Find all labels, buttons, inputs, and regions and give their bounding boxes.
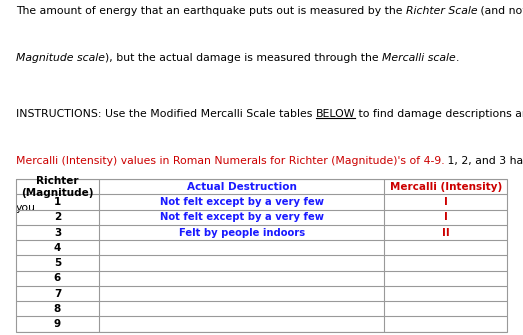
Text: 4: 4 xyxy=(54,243,61,253)
Text: 8: 8 xyxy=(54,304,61,314)
Text: Richter Scale: Richter Scale xyxy=(406,6,477,16)
Text: Actual Destruction: Actual Destruction xyxy=(187,182,297,192)
Text: Mercalli scale: Mercalli scale xyxy=(382,53,456,63)
Text: Not felt except by a very few: Not felt except by a very few xyxy=(160,212,324,222)
Text: Magnitude scale: Magnitude scale xyxy=(16,53,105,63)
Text: I: I xyxy=(444,212,448,222)
Text: 2: 2 xyxy=(54,212,61,222)
Text: BELOW: BELOW xyxy=(315,109,355,119)
Text: Mercalli (Intensity) values in Roman Numerals for Richter (Magnitude)'s of 4-9.: Mercalli (Intensity) values in Roman Num… xyxy=(16,156,445,166)
Text: 6: 6 xyxy=(54,273,61,283)
Text: The amount of energy that an earthquake puts out is measured by the: The amount of energy that an earthquake … xyxy=(16,6,406,16)
Text: ), but the actual damage is measured through the: ), but the actual damage is measured thr… xyxy=(105,53,382,63)
Text: 3: 3 xyxy=(54,227,61,238)
Text: I: I xyxy=(444,197,448,207)
Text: INSTRUCTIONS: Use the Modified Mercalli Scale tables: INSTRUCTIONS: Use the Modified Mercalli … xyxy=(16,109,315,119)
Text: Mercalli (Intensity): Mercalli (Intensity) xyxy=(390,182,502,192)
Text: Felt by people indoors: Felt by people indoors xyxy=(179,227,305,238)
Text: 7: 7 xyxy=(54,288,61,298)
Text: you.: you. xyxy=(16,203,39,213)
Text: 5: 5 xyxy=(54,258,61,268)
Text: to find damage descriptions and assign: to find damage descriptions and assign xyxy=(355,109,523,119)
Text: 1: 1 xyxy=(54,197,61,207)
Text: Not felt except by a very few: Not felt except by a very few xyxy=(160,197,324,207)
Text: Richter
(Magnitude): Richter (Magnitude) xyxy=(21,176,94,198)
Text: 9: 9 xyxy=(54,319,61,329)
Text: .: . xyxy=(456,53,459,63)
Text: (and now the: (and now the xyxy=(477,6,523,16)
Text: II: II xyxy=(442,227,450,238)
Text: 1, 2, and 3 have been done for: 1, 2, and 3 have been done for xyxy=(445,156,523,166)
